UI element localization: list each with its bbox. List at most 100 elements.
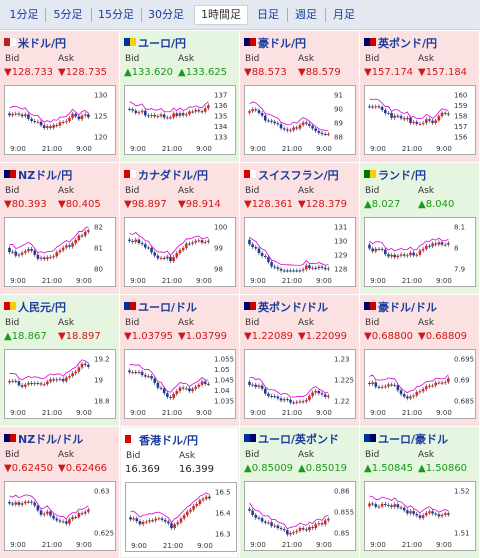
bid-value: ▼128.733 — [4, 67, 54, 78]
candle-body — [188, 243, 191, 245]
rate-tile[interactable]: ユーロ/円 Bid Ask ▲133.620 ▲133.625 137 136 135 134 1… — [120, 31, 239, 162]
rate-tile[interactable]: ランド/円 Bid Ask ▲8.027 ▲8.040 8.1 8 7.9 9:00 21:00 9… — [360, 163, 479, 294]
y-tick-label: 0.69 — [454, 377, 470, 385]
rate-tile[interactable]: 香港ドル/円 Bid Ask 16.369 16.399 16.5 16.4 16.3 9:00… — [120, 427, 239, 558]
candle-body — [77, 235, 81, 241]
pair-name[interactable]: ランド/円 — [378, 169, 427, 182]
pair-name[interactable]: NZドル/ドル — [18, 433, 84, 446]
ask-value: ▼98.914 — [178, 199, 221, 210]
candle-body — [390, 254, 393, 257]
ask-value: ▼1.22099 — [298, 331, 348, 342]
rate-tile[interactable]: カナダドル/円 Bid Ask ▼98.897 ▼98.914 100 99 98 9:00 21… — [120, 163, 239, 294]
pair-name[interactable]: 豪ドル/円 — [258, 37, 307, 50]
rate-tile[interactable]: スイスフラン/円 Bid Ask ▼128.361 ▼128.379 131 130 129 1… — [240, 163, 359, 294]
rate-tile[interactable]: 豪ドル/ドル Bid Ask ▼0.68800 ▼0.68809 0.695 0.69 0.6… — [360, 295, 479, 426]
candle-body — [409, 511, 412, 514]
chart-frame — [124, 349, 236, 419]
candle-body — [254, 247, 258, 249]
bid-value: ▼157.174 — [364, 67, 414, 78]
pair-name[interactable]: 英ポンド/ドル — [258, 301, 329, 314]
ask-value: ▼157.184 — [418, 67, 468, 78]
pair-name[interactable]: 英ポンド/円 — [378, 37, 438, 50]
candle-body — [83, 511, 87, 514]
bid-label: Bid — [125, 318, 140, 328]
candle-body — [182, 515, 186, 519]
time-label: 21:00 — [162, 145, 182, 153]
pair-name[interactable]: 人民元/円 — [18, 301, 67, 314]
rate-tile[interactable]: 人民元/円 Bid Ask ▲18.867 ▼18.897 19.2 19 18.8 9:00 2… — [0, 295, 119, 426]
candle-body — [14, 380, 18, 382]
ask-label: Ask — [178, 318, 195, 328]
rate-tile[interactable]: 豪ドル/円 Bid Ask ▼88.573 ▼88.579 91 90 89 88 9:00 21:… — [240, 31, 359, 162]
time-label: 21:00 — [282, 541, 302, 549]
pair-name[interactable]: NZドル/円 — [18, 169, 73, 182]
candle-body — [77, 513, 81, 518]
tab[interactable]: 30分足 — [148, 8, 184, 21]
rate-tile[interactable]: ユーロ/ドル Bid Ask ▼1.03795 ▼1.03799 1.055 1.05 1.0… — [120, 295, 239, 426]
rate-tile[interactable]: ユーロ/豪ドル Bid Ask ▲1.50845 ▲1.50860 1.52 1.51 9:0… — [360, 427, 479, 558]
y-tick-label: 131 — [334, 224, 347, 232]
candle-body — [289, 399, 292, 403]
pair-name[interactable]: 米ドル/円 — [18, 37, 67, 50]
candle-body — [292, 402, 295, 404]
candle-body — [251, 109, 254, 112]
candle-body — [175, 113, 179, 116]
candle-body — [320, 393, 324, 395]
candle-body — [134, 372, 138, 374]
candle-body — [132, 518, 135, 520]
candle-body — [447, 243, 450, 245]
candle-body — [304, 529, 308, 531]
candle-body — [402, 507, 406, 511]
tab[interactable]: 1時間足 — [194, 5, 248, 25]
ask-value: ▼128.735 — [58, 67, 108, 78]
candle-body — [83, 363, 87, 365]
pair-name[interactable]: ユーロ/豪ドル — [378, 433, 449, 446]
moving-average — [9, 359, 89, 381]
candle-body — [61, 521, 65, 523]
candle-body — [172, 113, 175, 118]
tab[interactable]: 15分足 — [98, 8, 134, 21]
ask-value: ▼1.03799 — [178, 331, 228, 342]
tab[interactable]: 1分足 — [9, 8, 39, 21]
y-tick-label: 130 — [94, 92, 107, 100]
candle-body — [267, 393, 270, 396]
candle-body — [286, 129, 289, 131]
candle-body — [200, 240, 204, 243]
pair-name[interactable]: ユーロ/円 — [138, 37, 187, 50]
rate-tile[interactable]: 英ポンド/ドル Bid Ask ▼1.22089 ▼1.22099 1.23 1.225 1.… — [240, 295, 359, 426]
candle-body — [137, 112, 141, 114]
tab[interactable]: 日足 — [257, 8, 279, 21]
pair-name[interactable]: スイスフラン/円 — [258, 169, 339, 182]
candle-body — [30, 383, 33, 385]
candle-body — [197, 384, 201, 387]
candle-body — [396, 255, 400, 258]
pair-name[interactable]: ユーロ/ドル — [138, 301, 198, 314]
pair-name[interactable]: カナダドル/円 — [138, 169, 209, 182]
pair-name[interactable]: ユーロ/英ポンド — [258, 433, 340, 446]
candle-body — [301, 269, 305, 271]
pair-name[interactable]: 豪ドル/ドル — [378, 301, 438, 314]
candle-body — [399, 254, 403, 256]
y-tick-label: 16.4 — [215, 510, 231, 518]
candle-body — [143, 375, 147, 377]
rate-tile[interactable]: 英ポンド/円 Bid Ask ▼157.174 ▼157.184 160 159 158 157… — [360, 31, 479, 162]
rate-tile[interactable]: ユーロ/英ポンド Bid Ask ▲0.85009 ▲0.85019 0.86 0.855 0… — [240, 427, 359, 558]
tab[interactable]: 5分足 — [53, 8, 83, 21]
time-label: 9:00 — [196, 277, 212, 285]
candle-body — [156, 255, 160, 259]
tab[interactable]: 週足 — [295, 8, 317, 21]
candle-body — [263, 388, 267, 394]
moving-average — [130, 492, 210, 524]
candle-body — [304, 122, 308, 124]
rate-tile[interactable]: NZドル/ドル Bid Ask ▼0.62450 ▼0.62466 0.63 0.625 9:… — [0, 427, 119, 558]
rate-tile[interactable]: NZドル/円 Bid Ask ▼80.393 ▼80.405 82 81 80 9:00 21:0… — [0, 163, 119, 294]
candle-body — [440, 242, 444, 245]
candle-body — [260, 385, 264, 389]
tab[interactable]: 月足 — [333, 8, 355, 21]
candle-body — [83, 231, 87, 236]
pair-name[interactable]: 香港ドル/円 — [139, 434, 199, 447]
flag-icon — [364, 434, 376, 442]
candle-body — [440, 514, 444, 517]
rate-tile[interactable]: 米ドル/円 Bid Ask ▼128.733 ▼128.735 130 125 120 9:00… — [0, 31, 119, 162]
